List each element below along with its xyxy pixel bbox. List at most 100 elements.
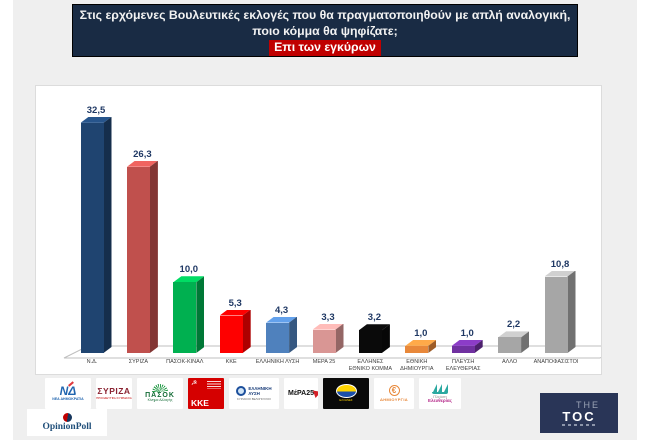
bar-3 [173,276,205,353]
bar-category-label: ΕΘΝΙΚΗ ΔΗΜΙΟΥΡΓΙΑ [400,359,434,373]
bar-1 [80,116,112,353]
pasok-sun-icon [152,384,168,393]
kke-text-block-icon [207,381,221,389]
logo-ellines: ΕΛΛΗΝΕΣ [323,378,369,409]
logo-nea-dimokratia: ΝΔ ΝΕΑ ΔΗΜΟΚΡΑΤΙΑ [45,378,91,409]
bar-side-face [196,276,205,353]
bar-front-face [126,166,150,353]
syriza-wordmark: ΣΥΡΙΖΑ [97,386,131,397]
pasok-wordmark: ΠΑΣΟΚ [145,392,175,400]
bar-value-label: 10,8 [550,258,570,270]
bar-value-label: 4,3 [274,304,289,316]
bar-value-label: 5,3 [228,297,242,309]
sails-icon [432,383,448,392]
bar-front-face [405,345,429,353]
syriza-caption: ΠΡΟΟΔΕΥΤΙΚΗ ΣΥΜΜΑΧΙΑ [96,396,132,401]
logo-elliniki-lysi: ΕΛΛΗΝΙΚΗ ΛΥΣΗ ΚΥΡΙΑΚΟΣ ΒΕΛΟΠΟΥΛΟΣ [229,378,279,409]
logo-ethniki-dimiourgia: € ΔΗΜΙΟΥΡΓΙΑ [374,378,414,409]
bar-side-face [381,324,390,353]
bar-11 [544,270,576,353]
bar-value-label: 2,2 [506,319,521,331]
hammer-sickle-icon: ☭ [191,380,198,387]
bar-category-label: ΣΥΡΙΖΑ [128,359,149,365]
kke-wordmark: ΚΚΕ [191,397,209,408]
bar-front-face [312,329,336,353]
bar-7 [358,324,390,353]
bar-category-label: ΠΛΕΥΣΗ ΕΛΕΥΘΕΡΙΑΣ [445,359,481,373]
bar-value-label: 26,3 [133,148,152,160]
bar-front-face [80,122,104,353]
bar-10 [498,331,530,353]
bar-side-face [428,339,437,353]
bar-category-label: ΕΛΛΗΝΕΣ ΕΘΝΙΚΟ ΚΟΜΜΑ [348,359,393,373]
bar-side-face [521,331,530,353]
bar-value-label: 32,5 [86,104,106,116]
bar-front-face [219,315,243,353]
bar-value-label: 1,0 [460,327,474,339]
thetoc-the-text: THE [576,399,600,410]
logo-pasok: ΠΑΣΟΚ Κίνημα Αλλαγής [137,378,183,409]
mera25-wordmark: ΜέΡΑ25 [288,388,318,398]
thetoc-dots-icon [562,424,596,426]
bar-front-face [544,276,568,353]
nd-caption: ΝΕΑ ΔΗΜΟΚΡΑΤΙΑ [52,397,84,402]
opinionpoll-wordmark: OpinionPoll [42,421,92,432]
plot-area: 32,5 Ν.Δ. 26,3 ΣΥΡΙΖΑ 10,0 ΠΑΣΟΚ-ΚΙΝΑΛ 5,3 ΚΚΕ 4… [36,86,601,374]
bar-top-face [312,323,344,330]
bar-category-label: ΕΛΛΗΝΙΚΗ ΛΥΣΗ [255,359,300,365]
plefsi-line2: Ελευθερίας [428,398,452,404]
bar-side-face [242,309,251,353]
bar-front-face [266,322,290,353]
poll-question-line1: Στις ερχόμενες Βουλευτικές εκλογές που θ… [79,8,571,22]
bar-front-face [451,345,475,353]
bar-2 [126,160,158,353]
bar-side-face [567,270,576,353]
dimiourgia-caption: ΔΗΜΙΟΥΡΓΙΑ [380,396,408,402]
bar-top-face [266,316,298,323]
bar-top-face [498,331,530,338]
bar-front-face [498,337,522,353]
bar-category-label: ΚΚΕ [225,359,237,365]
bar-value-label: 3,2 [367,312,381,324]
bar-side-face [474,339,483,353]
plefsi-line1: Πλεύση [433,393,447,399]
bar-chart: 32,5 Ν.Δ. 26,3 ΣΥΡΙΖΑ 10,0 ΠΑΣΟΚ-ΚΙΝΑΛ 5,3 ΚΚΕ 4… [35,85,602,375]
bar-top-face [405,339,437,346]
bar-side-face [149,160,158,353]
bar-category-label: ΜΕΡΑ 25 [312,359,336,365]
bar-5 [266,316,298,353]
party-logos-row: ΝΔ ΝΕΑ ΔΗΜΟΚΡΑΤΙΑ ΣΥΡΙΖΑ ΠΡΟΟΔΕΥΤΙΚΗ ΣΥΜ… [45,378,461,409]
bar-category-label: ΑΝΑΠΟΦΑΣΙΣΤΟΙ [533,359,579,365]
bar-top-face [544,270,576,277]
bar-front-face [173,282,197,353]
bar-top-face [173,276,205,283]
ellines-emblem-icon [335,384,357,399]
bar-top-face [219,309,251,316]
bar-value-label: 3,3 [321,311,335,323]
poll-question-line2: ποιο κόμμα θα ψηφίζατε; [252,23,398,38]
euro-icon: € [388,385,400,397]
logo-kke: ☭ ΚΚΕ [188,378,224,409]
poll-basis-highlight: Επι των εγκύρων [269,39,381,56]
hull-icon [432,392,448,394]
nd-monogram-icon: ΝΔ [60,381,76,397]
bar-8 [405,339,437,353]
bar-value-label: 10,0 [179,264,199,276]
bar-category-label: ΠΑΣΟΚ-ΚΙΝΑΛ [166,359,204,365]
logo-syriza: ΣΥΡΙΖΑ ΠΡΟΟΔΕΥΤΙΚΗ ΣΥΜΜΑΧΙΑ [96,378,132,409]
elliniki-lysi-wordmark: ΕΛΛΗΝΙΚΗ ΛΥΣΗ [248,385,272,397]
elliniki-lysi-caption: ΚΥΡΙΑΚΟΣ ΒΕΛΟΠΟΥΛΟΣ [237,397,271,402]
bar-6 [312,323,344,353]
bar-front-face [358,330,382,353]
thetoc-logo: THE TOC [540,393,618,433]
bar-category-label: ΑΛΛΟ [502,359,518,365]
bar-top-face [80,116,112,123]
opinionpoll-dot-icon [62,412,72,422]
bar-9 [451,339,483,353]
pasok-caption: Κίνημα Αλλαγής [147,398,173,403]
bar-side-face [289,316,298,353]
bar-top-face [451,339,483,346]
opinionpoll-logo: OpinionPoll [27,409,107,436]
thetoc-toc-text: TOC [562,408,596,424]
bar-side-face [335,323,344,353]
